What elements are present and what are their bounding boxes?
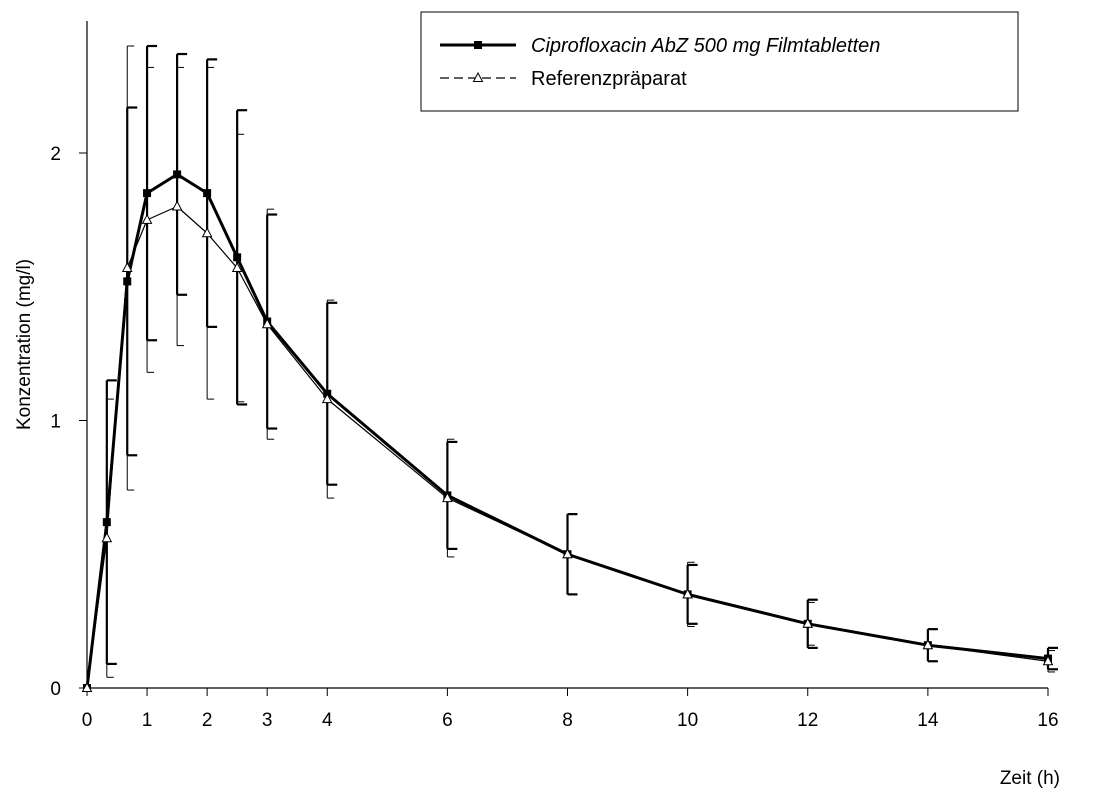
legend-marker-series-2 <box>472 71 484 82</box>
legend-marker-series-1 <box>474 41 482 49</box>
point-series-2-0 <box>81 681 93 692</box>
point-series-2-9 <box>442 492 453 503</box>
point-series-1-2 <box>123 277 132 286</box>
series-lines <box>85 172 1049 689</box>
point-series-2-1 <box>101 532 113 543</box>
x-tick-label-10: 10 <box>677 710 698 731</box>
point-series-2-4 <box>171 200 183 211</box>
x-tick-label-6: 6 <box>442 710 453 731</box>
legend-label-series-2: Referenzpräparat <box>531 68 687 90</box>
point-series-1-5 <box>203 189 212 198</box>
x-axis-title: Zeit (h) <box>1000 768 1060 789</box>
point-series-2-6 <box>231 261 243 273</box>
x-tick-label-2: 2 <box>202 710 213 731</box>
x-tick-label-16: 16 <box>1037 710 1058 731</box>
legend-box <box>420 11 1019 112</box>
x-tick-label-12: 12 <box>797 710 818 731</box>
point-series-1-1 <box>102 518 111 527</box>
point-series-2-13 <box>922 639 934 650</box>
x-tick-label-14: 14 <box>917 710 939 731</box>
point-series-1-3 <box>143 189 152 198</box>
y-axis-title-group: Konzentration (mg/l) <box>14 259 35 430</box>
x-tick-label-0: 0 <box>82 710 93 731</box>
y-tick-label-1: 1 <box>50 412 61 433</box>
point-series-2-14 <box>1042 655 1054 666</box>
y-axis-title: Konzentration (mg/l) <box>14 259 35 430</box>
point-series-2-2 <box>121 261 133 273</box>
x-tick-label-3: 3 <box>262 710 273 731</box>
point-series-1-6 <box>233 253 242 262</box>
point-series-1-4 <box>173 170 182 179</box>
x-tick-label-4: 4 <box>322 710 333 731</box>
point-series-2-5 <box>201 227 213 238</box>
point-series-2-7 <box>261 318 273 329</box>
y-tick-label-0: 0 <box>50 679 61 700</box>
x-tick-label-8: 8 <box>562 710 573 731</box>
x-tick-label-1: 1 <box>142 710 153 731</box>
legend: Ciprofloxacin AbZ 500 mg Filmtabletten R… <box>420 11 1019 112</box>
point-series-2-12 <box>802 617 814 628</box>
point-series-2-10 <box>562 548 573 559</box>
point-series-2-11 <box>682 588 693 599</box>
legend-label-series-1: Ciprofloxacin AbZ 500 mg Filmtabletten <box>531 35 880 57</box>
series-line-1 <box>85 172 1049 689</box>
error-bars <box>105 44 1058 678</box>
point-series-2-8 <box>321 393 333 404</box>
series-markers <box>81 170 1054 692</box>
y-tick-label-2: 2 <box>50 144 61 165</box>
point-series-2-3 <box>141 213 153 224</box>
series-line-2 <box>86 205 1049 689</box>
